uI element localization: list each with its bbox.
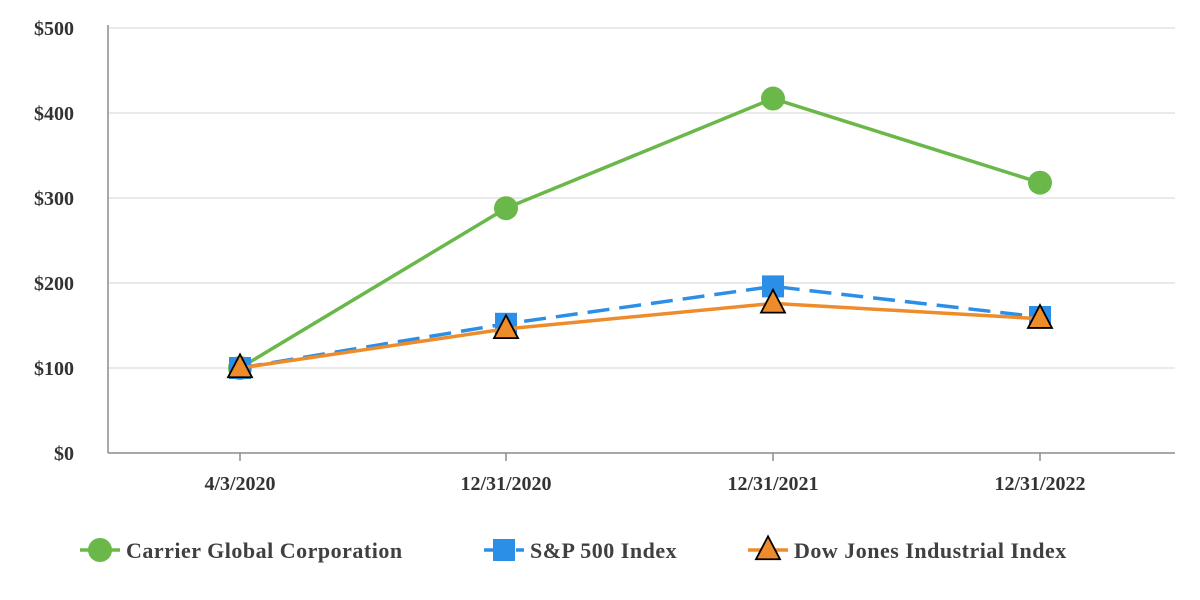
data-point-triangle: [226, 352, 254, 379]
legend-marker-circle: [88, 538, 112, 562]
series-line: [239, 96, 1041, 370]
legend: Carrier Global Corporation S&P 500 Index D…: [80, 534, 1067, 563]
y-tick-label: $400: [34, 103, 74, 125]
y-tick-label: $100: [34, 358, 74, 380]
y-tick-label: $300: [34, 188, 74, 210]
data-point-triangle: [1026, 303, 1054, 329]
legend-marker-triangle: [754, 534, 782, 561]
legend-item: Carrier Global Corporation: [80, 538, 403, 563]
legend-item: Dow Jones Industrial Index: [748, 534, 1067, 563]
x-tick-label: 4/3/2020: [204, 473, 275, 495]
series-square: [229, 275, 1051, 379]
legend-label: Carrier Global Corporation: [126, 538, 403, 563]
x-tick-label: 12/31/2022: [994, 473, 1085, 495]
data-point-triangle: [759, 287, 787, 314]
data-point-circle: [494, 196, 518, 221]
legend-marker-square: [493, 539, 515, 561]
series-circle: [228, 86, 1052, 380]
x-tick-label: 12/31/2021: [727, 473, 818, 495]
y-tick-label: $500: [34, 18, 74, 40]
y-axis-tick-labels: $0 $100 $200 $300 $400 $500: [34, 18, 74, 465]
data-point-triangle: [492, 313, 520, 340]
series-lines: [226, 86, 1054, 380]
y-tick-label: $200: [34, 273, 74, 295]
data-point-square: [762, 275, 784, 298]
legend-label: S&P 500 Index: [530, 538, 677, 563]
series-line: [239, 301, 1041, 370]
x-axis-tick-labels: 4/3/2020 12/31/2020 12/31/2021 12/31/2022: [204, 473, 1085, 495]
y-tick-label: $0: [54, 443, 74, 465]
x-tick-label: 12/31/2020: [460, 473, 551, 495]
series-line: [239, 284, 1041, 370]
legend-item: S&P 500 Index: [484, 538, 677, 563]
data-point-circle: [1028, 170, 1052, 195]
legend-label: Dow Jones Industrial Index: [794, 538, 1067, 563]
axes: [107, 25, 1175, 461]
grid-lines: [108, 27, 1175, 369]
data-point-circle: [761, 86, 785, 111]
series-triangle: [226, 287, 1054, 379]
